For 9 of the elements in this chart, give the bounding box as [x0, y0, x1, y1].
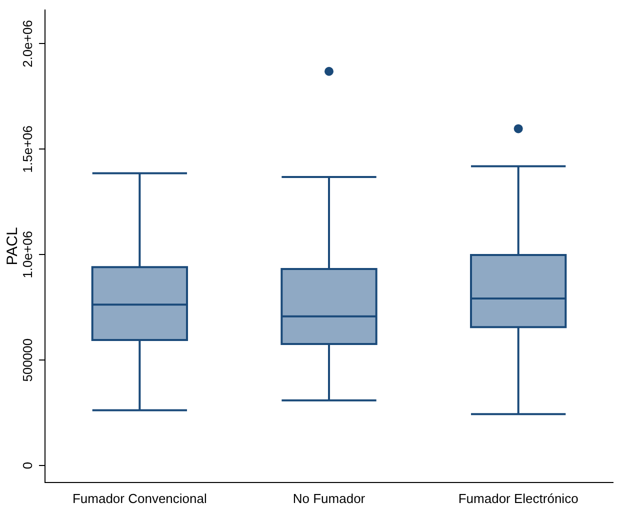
y-tick-label: 1.0e+06: [20, 230, 36, 278]
x-tick-label: Fumador Convencional: [72, 490, 207, 506]
y-tick-label: 1.5e+06: [20, 126, 36, 173]
x-tick-label: No Fumador: [292, 490, 366, 506]
y-tick-label: 0: [20, 462, 36, 470]
y-axis-title: PACL: [4, 227, 22, 266]
x-tick-label: Fumador Electrónico: [458, 490, 578, 506]
y-tick-label: 500000: [20, 338, 36, 382]
y-tick-label: 2.0e+06: [20, 20, 36, 68]
